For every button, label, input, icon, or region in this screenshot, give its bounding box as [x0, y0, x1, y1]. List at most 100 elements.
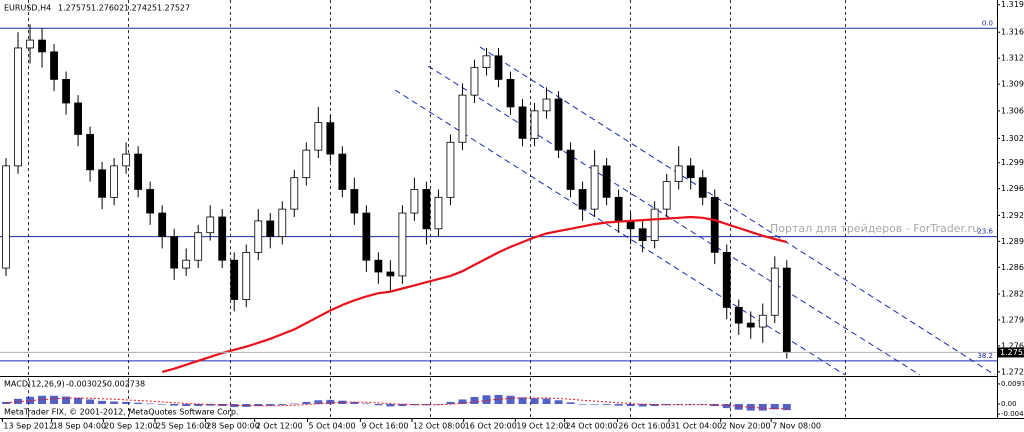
macd-bar	[170, 403, 179, 406]
candle-body	[74, 102, 82, 135]
candle-body	[506, 79, 515, 108]
candle-body	[602, 165, 611, 198]
candle-body	[278, 208, 287, 238]
candle-body	[26, 39, 34, 49]
symbol-title: EURUSD,H4	[4, 4, 51, 13]
candle-body	[554, 98, 563, 151]
y-tick-label: 1.30600	[1001, 106, 1024, 115]
macd-bar	[446, 401, 455, 404]
quote-value: 1.27575	[58, 4, 91, 13]
candle-body	[770, 267, 779, 316]
candle-body	[758, 314, 767, 328]
macd-bar	[146, 403, 155, 405]
price-box	[998, 347, 1024, 358]
candle-body	[410, 189, 419, 214]
x-tick-label: 19 Oct 12:00	[516, 422, 568, 431]
candle-body	[710, 196, 719, 253]
macd-bar	[770, 403, 779, 410]
macd-y-tick-label: -0.00492	[1001, 410, 1024, 418]
macd-bar	[734, 403, 743, 410]
macd-bar	[290, 403, 299, 405]
macd-bar	[158, 403, 167, 405]
moving-average	[161, 215, 788, 373]
macd-readout: -0.002738	[104, 380, 145, 389]
fibo-label: 38.2	[977, 352, 993, 360]
macd-bar	[614, 403, 623, 406]
y-tick-label: 1.31270	[1001, 54, 1024, 63]
quote-value: 1.27527	[157, 4, 190, 13]
macd-bar	[470, 396, 479, 404]
macd-bar	[302, 401, 311, 404]
macd-bar	[62, 396, 71, 404]
candle-body	[638, 228, 647, 241]
frame	[0, 0, 1024, 419]
candle-body	[230, 259, 239, 300]
macd-readout: -0.003025	[66, 380, 107, 389]
candle-body	[422, 189, 431, 230]
macd-bar	[566, 402, 575, 404]
macd-bar	[374, 403, 383, 406]
candle-body	[2, 165, 10, 269]
macd-bar	[578, 403, 587, 405]
macd-bar	[602, 403, 611, 405]
quote-value: 1.27602	[91, 4, 124, 13]
candle-body	[530, 110, 539, 139]
macd-bar	[134, 402, 143, 404]
candle-body	[170, 236, 179, 269]
candle-body	[698, 177, 707, 198]
candle-body	[38, 39, 46, 53]
macd-bar	[98, 400, 107, 404]
x-tick-label: 28 Sep 00:00	[206, 422, 259, 431]
x-tick-label: 9 Oct 16:00	[361, 422, 408, 431]
candle-body	[182, 259, 191, 269]
macd-bar	[266, 403, 275, 406]
y-tick-label: 1.27940	[1001, 315, 1024, 324]
x-tick-label: 24 Oct 00:00	[566, 422, 618, 431]
macd-bar	[50, 395, 59, 404]
candle-body	[398, 212, 407, 277]
candle-body	[590, 165, 599, 210]
candle-body	[254, 220, 263, 253]
x-tick-label: 2 Oct 12:00	[256, 422, 303, 431]
candle-body	[614, 196, 623, 222]
macd-bar	[110, 401, 119, 404]
y-tick-label: 1.28270	[1001, 290, 1024, 299]
macd-title: MACD(12,26,9)	[4, 380, 65, 389]
macd-bar	[278, 403, 287, 405]
macd-bar	[590, 403, 599, 405]
candle-body	[434, 196, 443, 230]
candle-body	[674, 165, 683, 183]
candle-body	[362, 212, 371, 261]
candle-body	[110, 165, 119, 198]
candle-body	[746, 322, 755, 328]
candle-body	[134, 153, 143, 190]
x-tick-label: 5 Oct 04:00	[309, 422, 356, 431]
candle-body	[782, 267, 791, 353]
candle-body	[14, 47, 22, 167]
candle-body	[494, 55, 503, 80]
current-price: 1.27527	[1000, 348, 1024, 357]
candle-body	[374, 259, 383, 273]
y-tick-label: 1.27280	[1001, 367, 1024, 376]
macd-bar	[638, 403, 647, 407]
candle-body	[242, 251, 251, 300]
macd-bar	[530, 398, 539, 404]
x-tick-label: 26 Oct 16:00	[618, 422, 670, 431]
macd-bar	[398, 403, 407, 407]
macd-bar	[86, 399, 95, 404]
candle-body	[566, 149, 575, 190]
macd-bar	[722, 403, 731, 409]
candle-body	[734, 306, 743, 324]
macd-y-tick-label: 0.00	[1001, 400, 1017, 408]
macd-bar	[758, 403, 767, 411]
watermark: Портал для трейдеров - ForTrader.ru	[770, 222, 979, 235]
candle-body	[518, 106, 527, 139]
candle-body	[62, 79, 70, 104]
macd-bar	[362, 403, 371, 405]
channel-line	[394, 89, 846, 376]
candle-body	[302, 149, 311, 179]
macd-bar	[122, 401, 131, 404]
x-tick-label: 31 Oct 04:00	[670, 422, 722, 431]
macd-bar	[554, 400, 563, 404]
candle-body	[50, 51, 58, 80]
